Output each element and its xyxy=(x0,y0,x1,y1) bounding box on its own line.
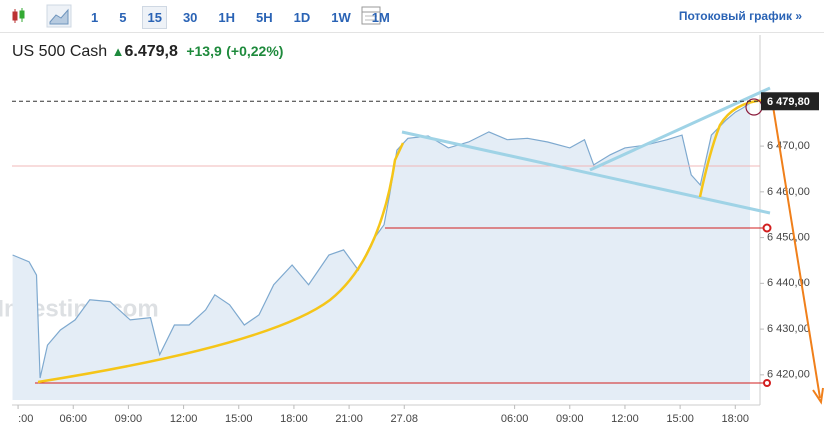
change: +13,9 xyxy=(186,43,222,59)
x-tick-label: 09:00 xyxy=(556,413,584,425)
arrow-head xyxy=(812,387,824,405)
interval-button[interactable]: 1D xyxy=(293,10,311,25)
y-tick-label: 6 450,00 xyxy=(767,232,810,244)
area-icon-shape xyxy=(49,8,69,25)
trend-line xyxy=(401,130,771,215)
x-tick-label: 12:00 xyxy=(611,413,639,425)
x-tick-label: 21:00 xyxy=(335,413,363,425)
candle-icon[interactable] xyxy=(12,8,25,23)
interval-button[interactable]: 1M xyxy=(371,10,390,25)
y-tick-label: 6 440,00 xyxy=(767,277,810,289)
price-line xyxy=(12,102,751,379)
watermark: Investing.com xyxy=(0,295,159,322)
interval-button[interactable]: 1W xyxy=(331,10,351,25)
stream-link[interactable]: Потоковый график » xyxy=(678,9,802,23)
x-tick-label: 18:00 xyxy=(722,413,750,425)
interval-button[interactable]: 1 xyxy=(91,10,99,25)
x-tick-label: 18:00 xyxy=(280,413,308,425)
toolbar-icons xyxy=(12,4,381,28)
trend-line xyxy=(589,86,771,172)
x-tick-label: 09:00 xyxy=(115,413,143,425)
y-tick-label: 6 430,00 xyxy=(767,323,810,335)
x-tick-label: 27.08 xyxy=(390,413,418,425)
table-icon[interactable] xyxy=(361,6,381,25)
curve xyxy=(37,142,405,384)
y-tick-label: 6 420,00 xyxy=(767,369,810,381)
y-tick-label: 6 460,00 xyxy=(767,186,810,198)
instrument-name: US 500 Cash xyxy=(12,43,108,60)
x-tick-label: 06:00 xyxy=(501,413,529,425)
forecast-arrow xyxy=(771,99,821,399)
interval-button[interactable]: 5 xyxy=(119,10,127,25)
interval-button[interactable]: 5H xyxy=(256,10,273,25)
interval-bar: 1 5 15 30 1H 5H 1D 1W 1M xyxy=(86,6,406,29)
x-tick-label: 15:00 xyxy=(666,413,694,425)
area xyxy=(12,103,751,400)
interval-button[interactable]: 15 xyxy=(142,6,167,29)
up-arrow: ▲ xyxy=(111,44,125,59)
toolbar: 1 5 15 30 1H 5H 1D 1W 1M Потоковый график » xyxy=(0,0,824,33)
y-tick-label: 6 470,00 xyxy=(767,140,810,152)
last-price-box xyxy=(761,92,819,111)
price: 6.479,8 xyxy=(124,43,178,60)
x-tick-label: 12:00 xyxy=(170,413,198,425)
x-tick-label: 06:00 xyxy=(59,413,87,425)
marker-ring xyxy=(745,98,763,116)
x-tick-label: 15:00 xyxy=(225,413,253,425)
last-price-label: 6 479,80 xyxy=(767,96,810,108)
interval-button[interactable]: 1H xyxy=(218,10,236,25)
quote-header: US 500 Cash ▲6.479,8 +13,9 (+0,22%) xyxy=(12,43,283,61)
interval-button[interactable]: 30 xyxy=(182,10,198,25)
level-handle xyxy=(762,223,772,233)
curve xyxy=(698,98,771,198)
x-tick-label: :00 xyxy=(18,413,33,425)
level-handle xyxy=(763,379,771,387)
annotations xyxy=(12,86,824,405)
change-pct: (+0,22%) xyxy=(226,43,284,59)
